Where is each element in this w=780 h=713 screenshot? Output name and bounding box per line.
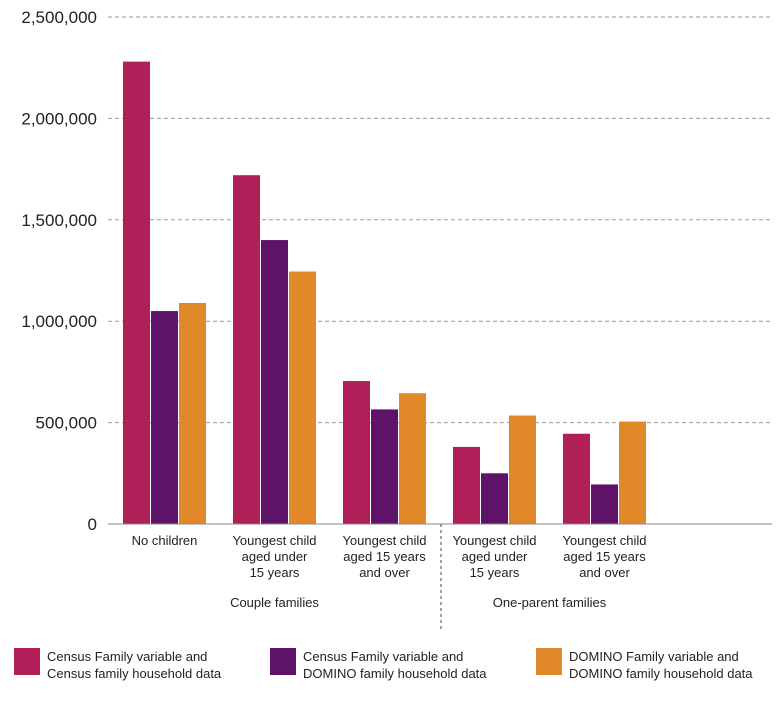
grid-layer xyxy=(108,16,772,424)
bar xyxy=(233,175,260,524)
x-tick-label: No children xyxy=(132,533,198,548)
labels-layer: No children Youngest child aged under 15 ye… xyxy=(132,524,647,632)
bar xyxy=(151,311,178,524)
legend-label: Census Family variable and DOMINO family … xyxy=(303,649,487,681)
y-tick-label: 1,500,000 xyxy=(21,211,97,230)
bar xyxy=(509,415,536,524)
legend-label: DOMINO Family variable and DOMINO family … xyxy=(569,649,753,681)
bar xyxy=(619,421,646,524)
x-tick-label: Youngest child aged under 15 years xyxy=(452,533,536,580)
bar xyxy=(123,61,150,525)
legend: Census Family variable and Census family … xyxy=(14,648,753,681)
axis-layer: 0 500,000 1,000,000 1,500,000 2,000,000 2,500… xyxy=(21,8,772,534)
x-tick-label: Youngest child aged 15 years and over xyxy=(342,533,426,580)
bar xyxy=(563,433,590,524)
y-tick-label: 2,500,000 xyxy=(21,8,97,27)
y-tick-label: 1,000,000 xyxy=(21,312,97,331)
bar xyxy=(289,271,316,524)
bars-layer xyxy=(123,61,646,525)
legend-label: Census Family variable and Census family … xyxy=(47,649,222,681)
bar xyxy=(343,381,370,524)
y-tick-label: 500,000 xyxy=(36,414,97,433)
bar xyxy=(261,240,288,524)
bar xyxy=(481,473,508,524)
y-tick-label: 0 xyxy=(88,515,97,534)
y-tick-label: 2,000,000 xyxy=(21,109,97,128)
bar xyxy=(453,446,480,524)
x-tick-label: Youngest child aged 15 years and over xyxy=(562,533,646,580)
legend-swatch xyxy=(270,648,296,675)
bar xyxy=(591,484,618,524)
bar xyxy=(371,409,398,524)
group-label: One-parent families xyxy=(493,595,607,610)
bar xyxy=(179,302,206,524)
legend-swatch xyxy=(14,648,40,675)
group-label: Couple families xyxy=(230,595,319,610)
bar xyxy=(399,393,426,524)
legend-swatch xyxy=(536,648,562,675)
x-tick-label: Youngest child aged under 15 years xyxy=(232,533,316,580)
